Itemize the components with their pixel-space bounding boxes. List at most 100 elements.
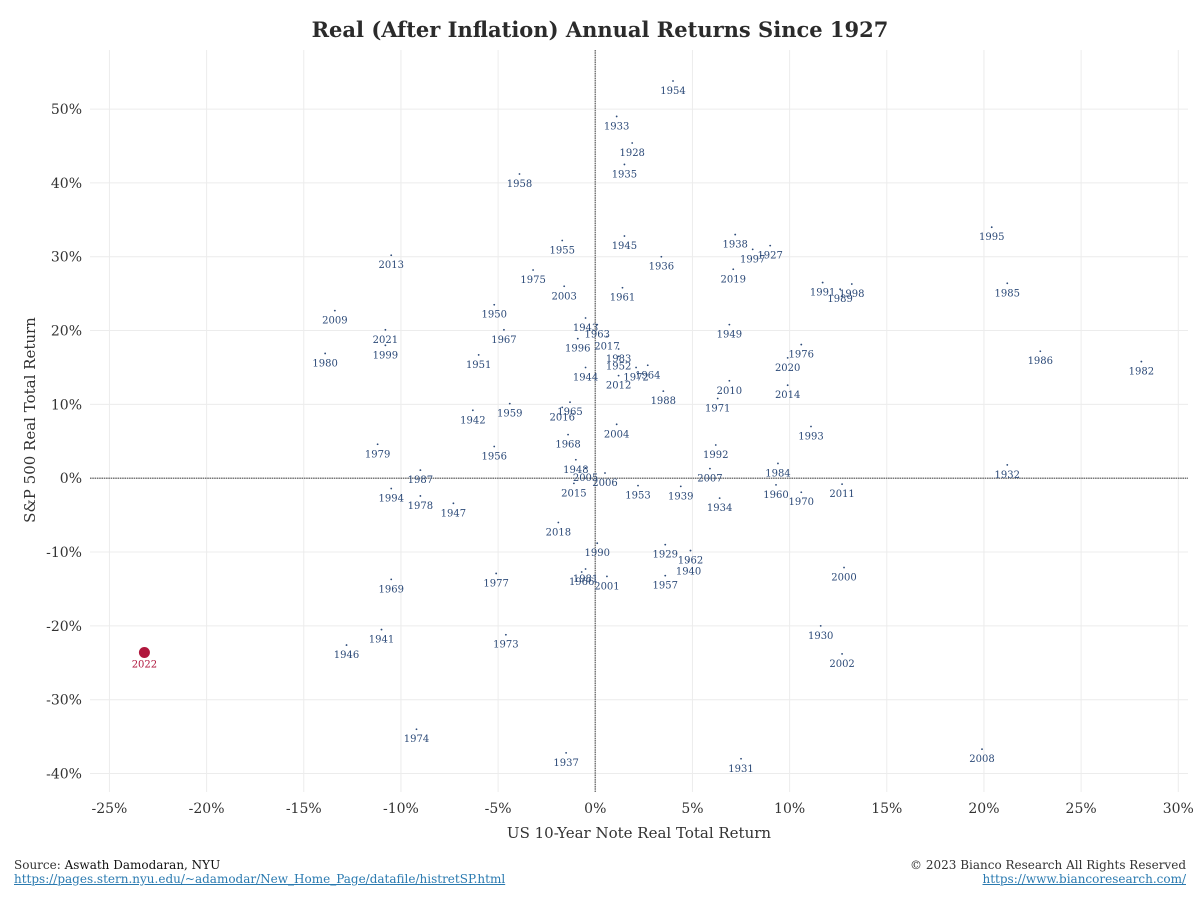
point-label: 1952: [606, 361, 631, 372]
point-label: 1947: [441, 508, 466, 519]
point-marker: [419, 469, 422, 471]
point-marker: [572, 482, 575, 485]
point-1956: 1956: [481, 445, 507, 462]
point-marker: [567, 433, 569, 436]
point-label: 2004: [604, 429, 629, 440]
point-2022: 2022: [132, 646, 157, 670]
point-marker: [324, 352, 327, 355]
point-marker: [732, 268, 735, 271]
point-label: 1942: [460, 415, 485, 426]
y-tick-label: 10%: [51, 397, 82, 413]
point-marker: [635, 366, 637, 369]
point-label: 1931: [728, 764, 753, 775]
point-1949: 1949: [717, 323, 742, 341]
point-marker: [751, 248, 754, 251]
point-1981: 1981: [573, 568, 598, 585]
point-marker: [664, 574, 667, 577]
point-marker: [584, 466, 587, 469]
point-2007: 2007: [697, 467, 723, 485]
point-label: 1996: [565, 344, 590, 355]
point-marker: [390, 487, 393, 490]
point-1932: 1932: [995, 464, 1020, 481]
point-label: 1963: [584, 330, 609, 341]
point-marker: [769, 244, 772, 247]
point-marker: [561, 239, 564, 242]
point-label: 1953: [625, 491, 650, 502]
point-label: 1943: [573, 323, 598, 334]
zero-axes: [90, 50, 1188, 792]
point-1974: 1974: [404, 728, 429, 745]
point-marker: [631, 142, 634, 144]
point-label: 1965: [557, 407, 582, 418]
point-2017: 2017: [594, 335, 620, 352]
point-marker: [850, 283, 853, 285]
point-label: 2022: [132, 659, 157, 670]
point-label: 1974: [404, 734, 429, 745]
point-label: 1961: [610, 293, 635, 304]
data-points: 1927 1928 1929 1930 1931 1932 1933 1934 1935 1936…: [132, 80, 1154, 775]
point-label: 2009: [322, 316, 347, 327]
point-label: 1935: [612, 169, 637, 180]
point-marker: [637, 484, 639, 487]
point-1946: 1946: [334, 644, 359, 661]
point-label: 1946: [334, 650, 359, 661]
point-marker: [786, 384, 789, 387]
point-label: 1960: [763, 490, 788, 501]
point-1976: 1976: [789, 343, 814, 361]
point-label: 1986: [1028, 356, 1053, 367]
point-2018: 2018: [546, 521, 571, 539]
point-1966: 1966: [569, 571, 594, 588]
point-label: 1934: [707, 503, 732, 514]
point-label: 2014: [775, 390, 800, 401]
point-2013: 2013: [378, 254, 404, 271]
point-label: 1941: [369, 635, 394, 646]
point-1959: 1959: [497, 402, 522, 420]
source-link[interactable]: https://pages.stern.nyu.edu/~adamodar/Ne…: [14, 872, 506, 886]
x-tick-label: 20%: [968, 801, 999, 817]
point-2016: 2016: [550, 406, 575, 423]
point-label: 1970: [789, 497, 814, 508]
point-label: 1936: [649, 262, 674, 273]
point-marker: [777, 462, 779, 465]
point-marker: [839, 288, 842, 291]
point-label: 1973: [493, 640, 518, 651]
point-marker: [617, 348, 620, 350]
point-1988: 1988: [651, 390, 676, 407]
point-2006: 2006: [592, 472, 618, 489]
point-2009: 2009: [322, 309, 348, 327]
point-1975: 1975: [520, 269, 546, 286]
site-link[interactable]: https://www.biancoresearch.com/: [982, 872, 1186, 886]
point-label: 1948: [563, 465, 588, 476]
point-label: 1997: [740, 254, 765, 265]
point-1991: 1991: [810, 281, 835, 299]
point-marker: [841, 483, 843, 486]
point-1971: 1971: [705, 397, 730, 414]
point-1930: 1930: [808, 624, 833, 642]
point-1960: 1960: [763, 483, 789, 501]
point-marker: [981, 748, 983, 751]
point-marker: [687, 560, 690, 563]
x-tick-label: 0%: [584, 801, 606, 817]
point-marker: [569, 401, 571, 404]
point-2001: 2001: [594, 575, 620, 592]
point-1933: 1933: [604, 115, 629, 132]
point-label: 1967: [491, 335, 516, 346]
point-marker: [800, 343, 803, 346]
point-1948: 1948: [563, 458, 589, 476]
point-1969: 1969: [378, 578, 404, 595]
point-1998: 1998: [839, 283, 865, 300]
point-label: 1940: [676, 567, 701, 578]
point-marker: [689, 549, 692, 552]
point-label: 1984: [765, 468, 790, 479]
point-label: 1949: [717, 330, 742, 341]
point-1935: 1935: [612, 163, 637, 180]
point-marker: [580, 571, 583, 573]
point-1980: 1980: [312, 352, 338, 369]
x-tick-label: -25%: [92, 801, 128, 817]
point-label: 2020: [775, 363, 800, 374]
point-2015: 2015: [561, 482, 587, 499]
point-label: 1933: [604, 121, 629, 132]
point-marker: [596, 542, 599, 545]
point-marker: [584, 317, 587, 319]
